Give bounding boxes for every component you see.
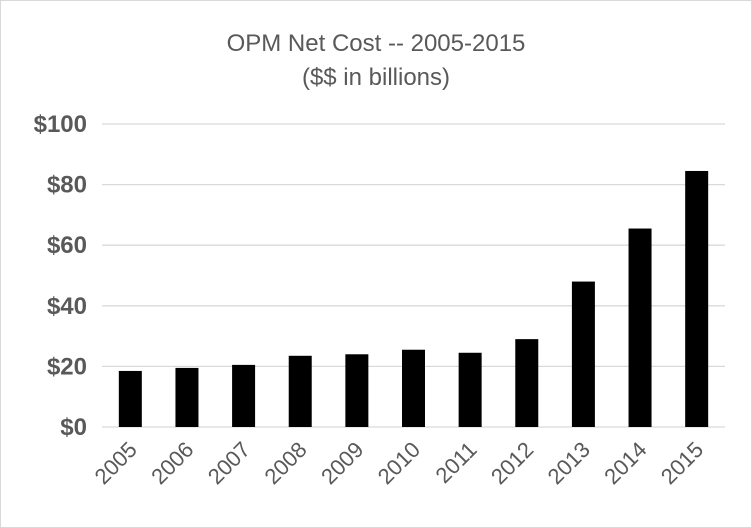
y-tick-label: $60 [47, 232, 87, 259]
x-axis-ticks: 2005 2006 2007 2008 2009 2010 2011 2012 2013 2014… [90, 437, 709, 489]
bars [118, 170, 709, 427]
x-tick-label: 2013 [543, 437, 595, 489]
bar [345, 354, 369, 427]
chart-subtitle: ($$ in billions) [301, 64, 451, 91]
x-tick-label: 2005 [90, 437, 142, 489]
y-tick-label: $80 [47, 172, 87, 199]
x-tick-label: 2009 [316, 437, 368, 489]
bar [515, 339, 539, 427]
x-tick-label: 2007 [203, 437, 255, 489]
y-tick-label: $40 [47, 293, 87, 320]
x-tick-label: 2012 [486, 437, 538, 489]
y-tick-label: $100 [34, 111, 87, 138]
chart-title-block: OPM Net Cost -- 2005-2015 ($$ in billion… [1, 27, 751, 95]
bar [458, 352, 482, 427]
x-tick-label: 2010 [373, 437, 425, 489]
bar [628, 228, 652, 427]
bar [288, 355, 312, 427]
x-tick-label: 2008 [259, 437, 311, 489]
y-tick-label: $20 [47, 353, 87, 380]
bar [571, 281, 595, 427]
x-tick-label: 2011 [431, 437, 482, 488]
y-tick-label: $0 [60, 414, 87, 441]
bar [175, 367, 199, 427]
x-tick-label: 2006 [146, 437, 198, 489]
bar [232, 364, 256, 427]
x-tick-label: 2014 [599, 437, 651, 489]
bar [118, 370, 142, 427]
chart-title: OPM Net Cost -- 2005-2015 [226, 30, 526, 57]
x-tick-label: 2015 [656, 437, 708, 489]
y-axis-ticks: $0 $20 $40 $60 $80 $100 [34, 111, 87, 441]
bar [685, 170, 709, 427]
bar [402, 349, 425, 427]
